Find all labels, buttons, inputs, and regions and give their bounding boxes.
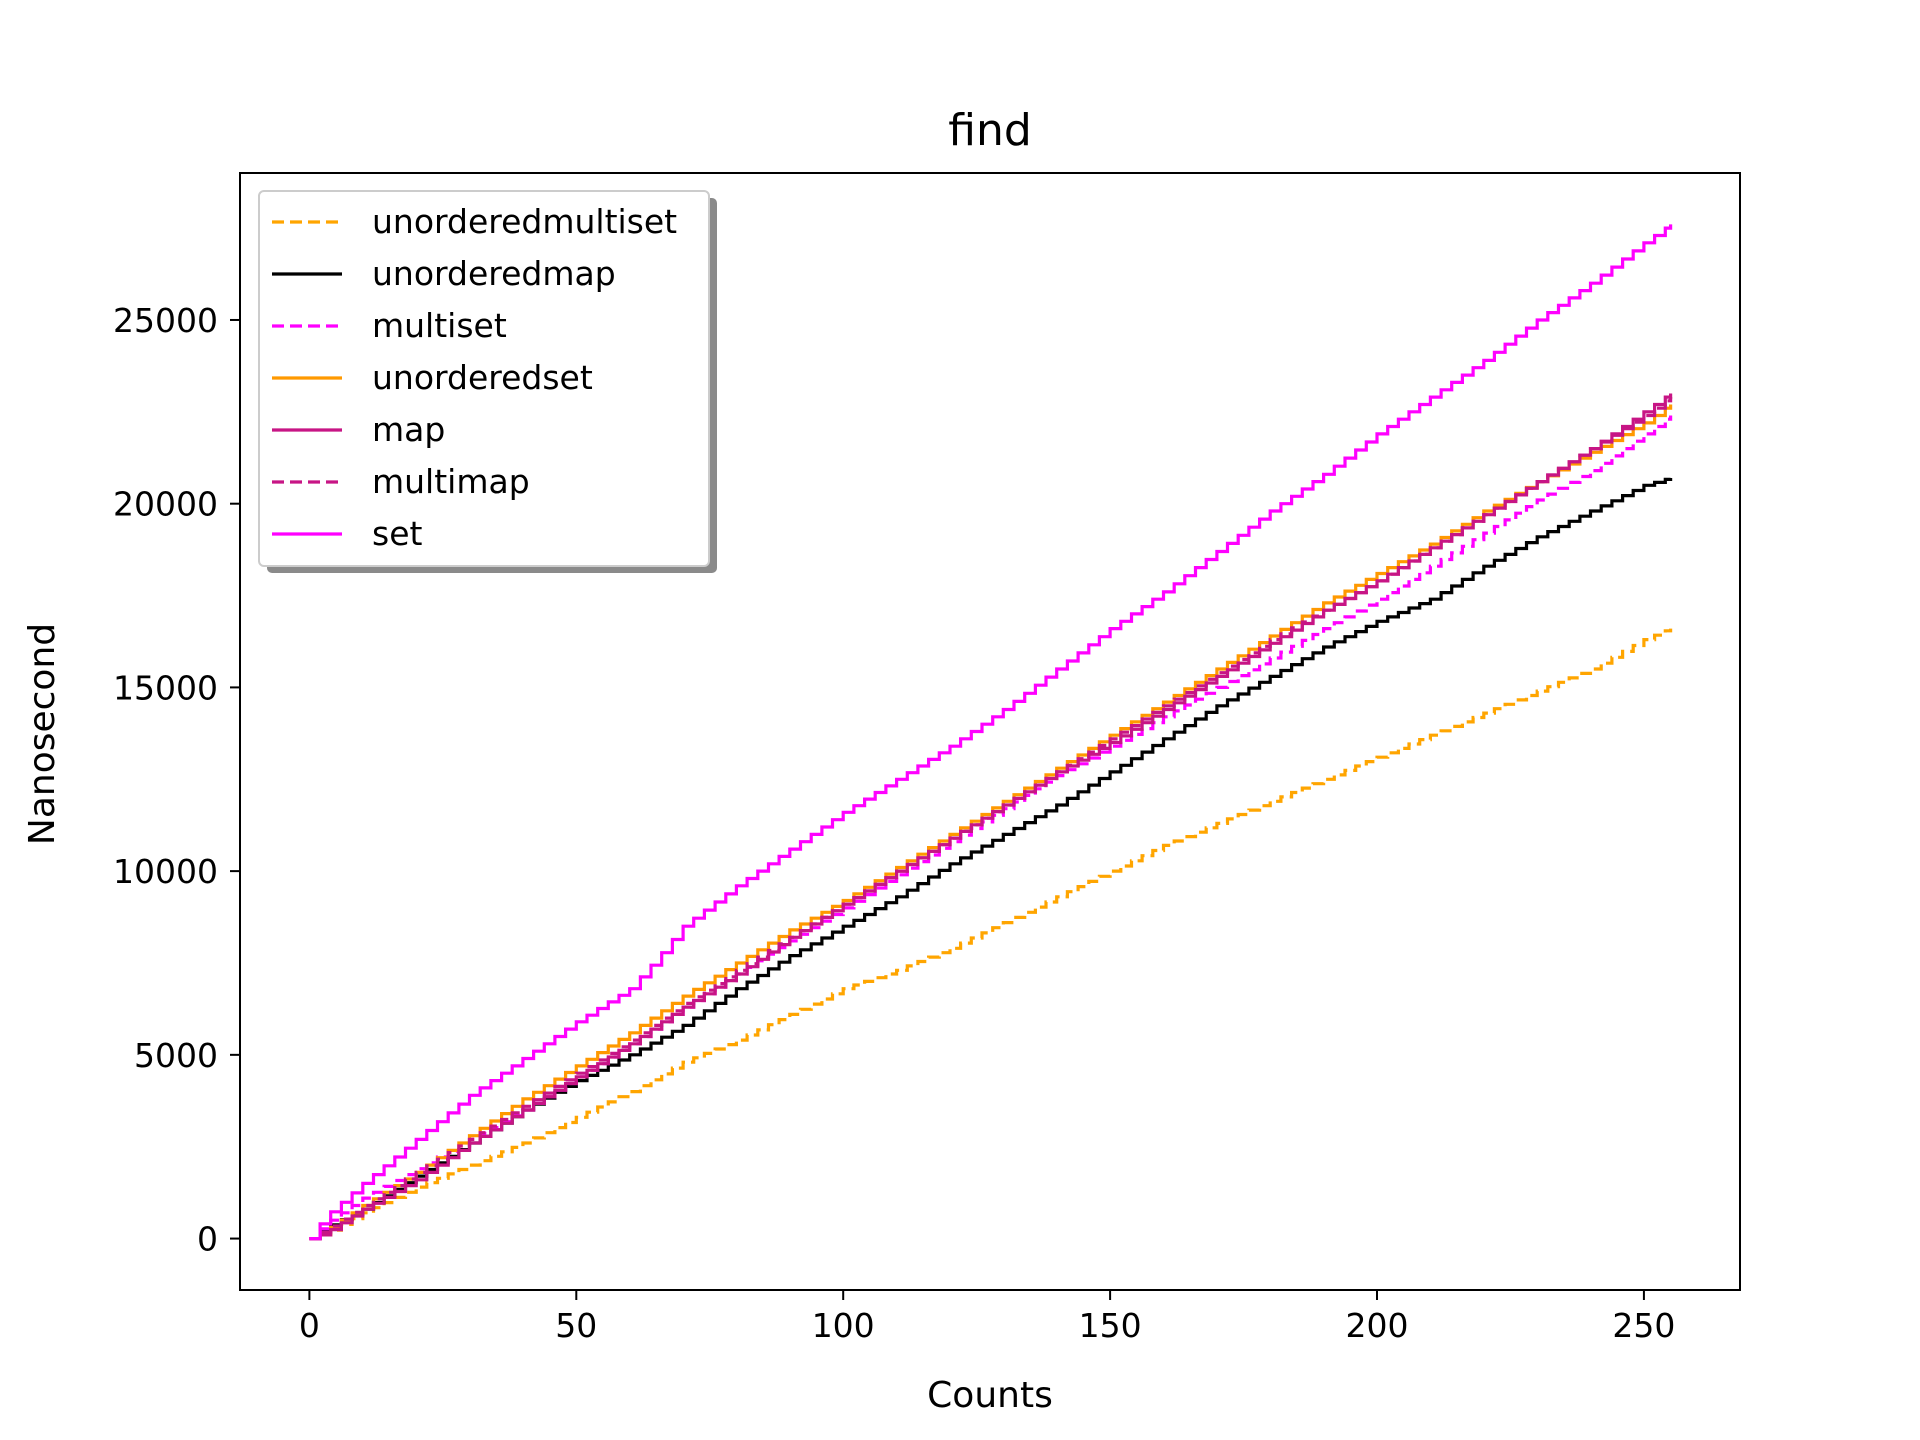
legend-label: unorderedmultiset	[372, 202, 677, 241]
legend-label: map	[372, 410, 445, 449]
plot-frame	[239, 172, 1741, 1291]
x-axis-ticks: 0 50 100 150 200 250	[299, 1290, 1675, 1345]
y-tick-label: 25000	[113, 301, 218, 340]
y-tick-label: 0	[197, 1220, 218, 1259]
legend: unorderedmultiset unorderedmap multiset uno…	[258, 190, 717, 573]
x-axis-label: Counts	[927, 1375, 1053, 1416]
y-tick-label: 5000	[134, 1036, 218, 1075]
legend-entries: unorderedmultiset unorderedmap multiset uno…	[272, 202, 677, 553]
x-tick-label: 100	[812, 1306, 875, 1345]
x-tick-label: 0	[299, 1306, 320, 1345]
x-tick-label: 150	[1079, 1306, 1142, 1345]
y-tick-label: 20000	[113, 485, 218, 524]
y-axis-ticks: 0 5000 10000 15000 20000 25000	[113, 301, 240, 1259]
legend-label: unorderedset	[372, 358, 593, 397]
chart-title: find	[948, 105, 1032, 156]
legend-label: set	[372, 514, 422, 553]
series-line-unorderedmultiset	[309, 628, 1673, 1241]
legend-label: multiset	[372, 306, 507, 345]
legend-label: unorderedmap	[372, 254, 616, 293]
legend-label: multimap	[372, 462, 530, 501]
y-tick-label: 15000	[113, 668, 218, 707]
series-layer	[309, 224, 1673, 1241]
x-tick-label: 250	[1612, 1306, 1675, 1345]
series-line-set	[309, 224, 1673, 1241]
x-tick-label: 200	[1346, 1306, 1409, 1345]
legend-box	[258, 190, 710, 567]
y-tick-label: 10000	[113, 852, 218, 891]
series-line-multimap	[309, 397, 1673, 1241]
y-axis-label: Nanosecond	[22, 623, 63, 845]
x-tick-label: 50	[555, 1306, 597, 1345]
